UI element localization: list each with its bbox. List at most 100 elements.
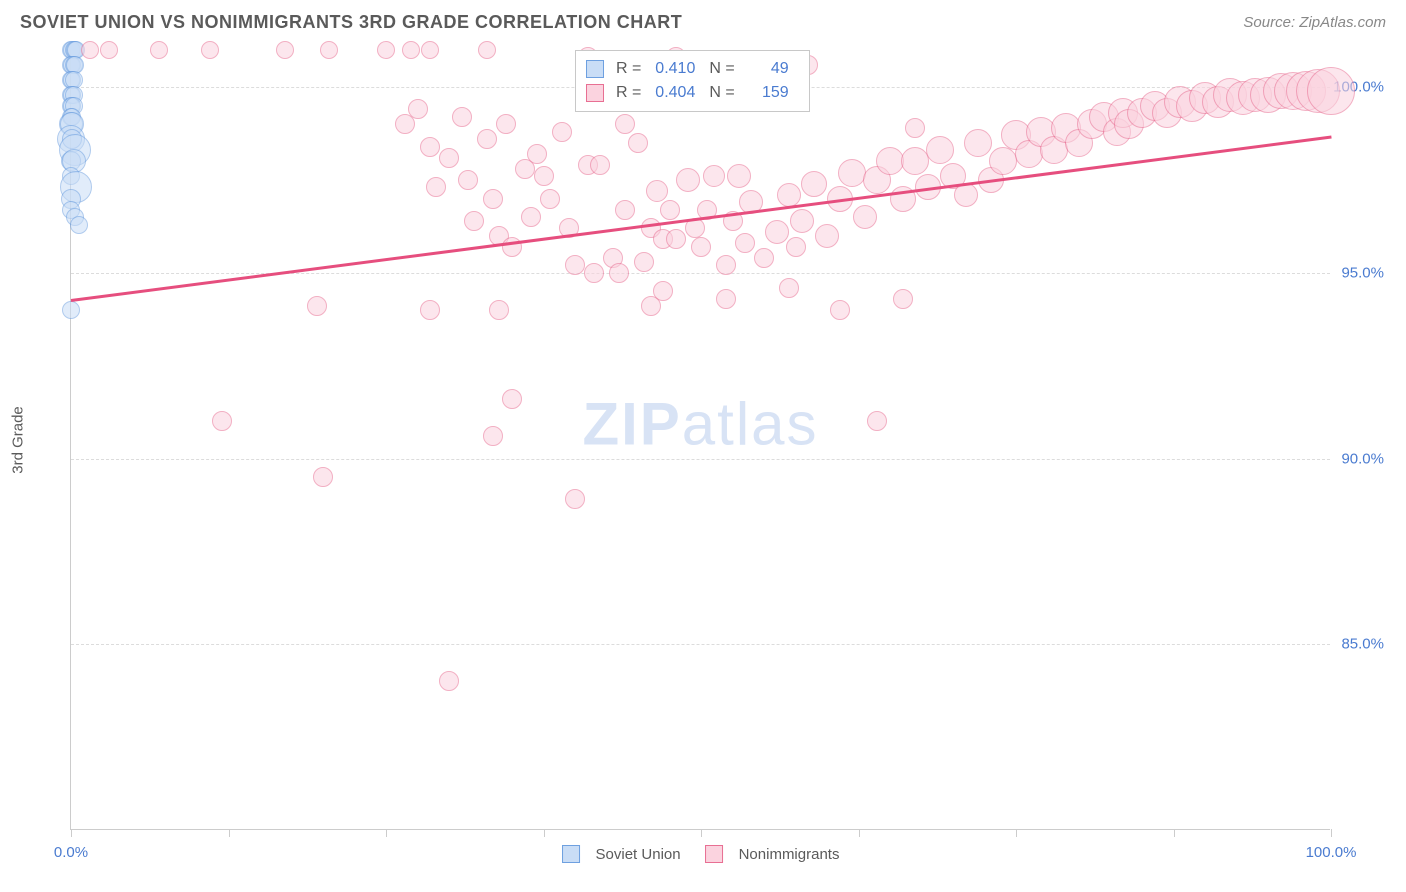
point-nonimm bbox=[628, 133, 648, 153]
point-nonimm bbox=[489, 300, 509, 320]
x-tick bbox=[386, 829, 387, 837]
point-nonimm bbox=[779, 278, 799, 298]
y-axis-label: 3rd Grade bbox=[10, 406, 27, 474]
point-nonimm bbox=[989, 147, 1017, 175]
point-nonimm bbox=[201, 41, 219, 59]
point-nonimm bbox=[716, 289, 736, 309]
point-nonimm bbox=[421, 41, 439, 59]
point-nonimm bbox=[527, 144, 547, 164]
legend-item-nonimm: Nonimmigrants bbox=[705, 845, 840, 863]
point-nonimm bbox=[276, 41, 294, 59]
y-tick-label: 90.0% bbox=[1341, 450, 1384, 467]
point-nonimm bbox=[666, 229, 686, 249]
point-nonimm bbox=[420, 137, 440, 157]
gridline-h bbox=[71, 459, 1330, 460]
point-nonimm bbox=[853, 205, 877, 229]
y-tick-label: 95.0% bbox=[1341, 264, 1384, 281]
point-nonimm bbox=[540, 189, 560, 209]
source-link[interactable]: ZipAtlas.com bbox=[1299, 14, 1386, 31]
point-nonimm bbox=[402, 41, 420, 59]
point-nonimm bbox=[212, 411, 232, 431]
point-nonimm bbox=[320, 41, 338, 59]
point-nonimm bbox=[313, 467, 333, 487]
point-nonimm bbox=[926, 136, 954, 164]
x-tick-label: 0.0% bbox=[54, 844, 88, 861]
point-nonimm bbox=[100, 41, 118, 59]
point-nonimm bbox=[478, 41, 496, 59]
chart-title: SOVIET UNION VS NONIMMIGRANTS 3RD GRADE … bbox=[20, 12, 682, 33]
point-nonimm bbox=[876, 147, 904, 175]
point-nonimm bbox=[452, 107, 472, 127]
point-nonimm bbox=[634, 252, 654, 272]
x-tick bbox=[544, 829, 545, 837]
point-nonimm bbox=[1307, 67, 1355, 115]
source-attribution: Source: ZipAtlas.com bbox=[1243, 14, 1386, 31]
point-soviet bbox=[70, 216, 88, 234]
point-nonimm bbox=[408, 99, 428, 119]
x-tick bbox=[229, 829, 230, 837]
n-label: N = bbox=[709, 60, 734, 78]
x-tick bbox=[1016, 829, 1017, 837]
point-nonimm bbox=[590, 155, 610, 175]
point-nonimm bbox=[735, 233, 755, 253]
point-nonimm bbox=[496, 114, 516, 134]
r-label: R = bbox=[616, 84, 641, 102]
point-nonimm bbox=[754, 248, 774, 268]
point-nonimm bbox=[786, 237, 806, 257]
point-nonimm bbox=[964, 129, 992, 157]
point-nonimm bbox=[615, 114, 635, 134]
point-nonimm bbox=[727, 164, 751, 188]
point-nonimm bbox=[477, 129, 497, 149]
x-tick bbox=[71, 829, 72, 837]
point-nonimm bbox=[676, 168, 700, 192]
point-nonimm bbox=[458, 170, 478, 190]
legend-label: Soviet Union bbox=[596, 846, 681, 863]
point-nonimm bbox=[420, 300, 440, 320]
stats-box: R =0.410N =49R =0.404N =159 bbox=[575, 50, 810, 112]
stats-row-nonimm: R =0.404N =159 bbox=[586, 81, 799, 105]
plot-wrapper: 3rd Grade ZIPatlas 85.0%90.0%95.0%100.0%… bbox=[50, 50, 1386, 830]
point-nonimm bbox=[905, 118, 925, 138]
source-prefix: Source: bbox=[1243, 14, 1299, 31]
point-nonimm bbox=[565, 489, 585, 509]
point-nonimm bbox=[660, 200, 680, 220]
watermark-zip: ZIP bbox=[582, 390, 681, 457]
y-tick-label: 85.0% bbox=[1341, 636, 1384, 653]
legend-label: Nonimmigrants bbox=[739, 846, 840, 863]
point-nonimm bbox=[534, 166, 554, 186]
point-nonimm bbox=[653, 281, 673, 301]
point-nonimm bbox=[565, 255, 585, 275]
x-tick bbox=[701, 829, 702, 837]
point-nonimm bbox=[483, 189, 503, 209]
point-nonimm bbox=[691, 237, 711, 257]
point-nonimm bbox=[867, 411, 887, 431]
plot-area: ZIPatlas 85.0%90.0%95.0%100.0%0.0%100.0%… bbox=[70, 50, 1330, 830]
point-nonimm bbox=[716, 255, 736, 275]
header: SOVIET UNION VS NONIMMIGRANTS 3RD GRADE … bbox=[0, 0, 1406, 41]
point-nonimm bbox=[521, 207, 541, 227]
chart-container: SOVIET UNION VS NONIMMIGRANTS 3RD GRADE … bbox=[0, 0, 1406, 892]
point-nonimm bbox=[584, 263, 604, 283]
point-nonimm bbox=[439, 671, 459, 691]
point-nonimm bbox=[439, 148, 459, 168]
point-nonimm bbox=[830, 300, 850, 320]
swatch-nonimm bbox=[586, 84, 604, 102]
x-tick bbox=[1174, 829, 1175, 837]
point-nonimm bbox=[609, 263, 629, 283]
n-value: 159 bbox=[739, 84, 789, 102]
point-nonimm bbox=[765, 220, 789, 244]
legend-swatch-soviet bbox=[562, 845, 580, 863]
point-nonimm bbox=[790, 209, 814, 233]
point-nonimm bbox=[615, 200, 635, 220]
x-tick-label: 100.0% bbox=[1306, 844, 1357, 861]
bottom-legend: Soviet Union Nonimmigrants bbox=[562, 845, 840, 863]
r-label: R = bbox=[616, 60, 641, 78]
point-nonimm bbox=[81, 41, 99, 59]
legend-swatch-nonimm bbox=[705, 845, 723, 863]
x-tick bbox=[859, 829, 860, 837]
point-nonimm bbox=[426, 177, 446, 197]
point-nonimm bbox=[646, 180, 668, 202]
point-nonimm bbox=[801, 171, 827, 197]
stats-row-soviet: R =0.410N =49 bbox=[586, 57, 799, 81]
watermark: ZIPatlas bbox=[582, 389, 818, 458]
